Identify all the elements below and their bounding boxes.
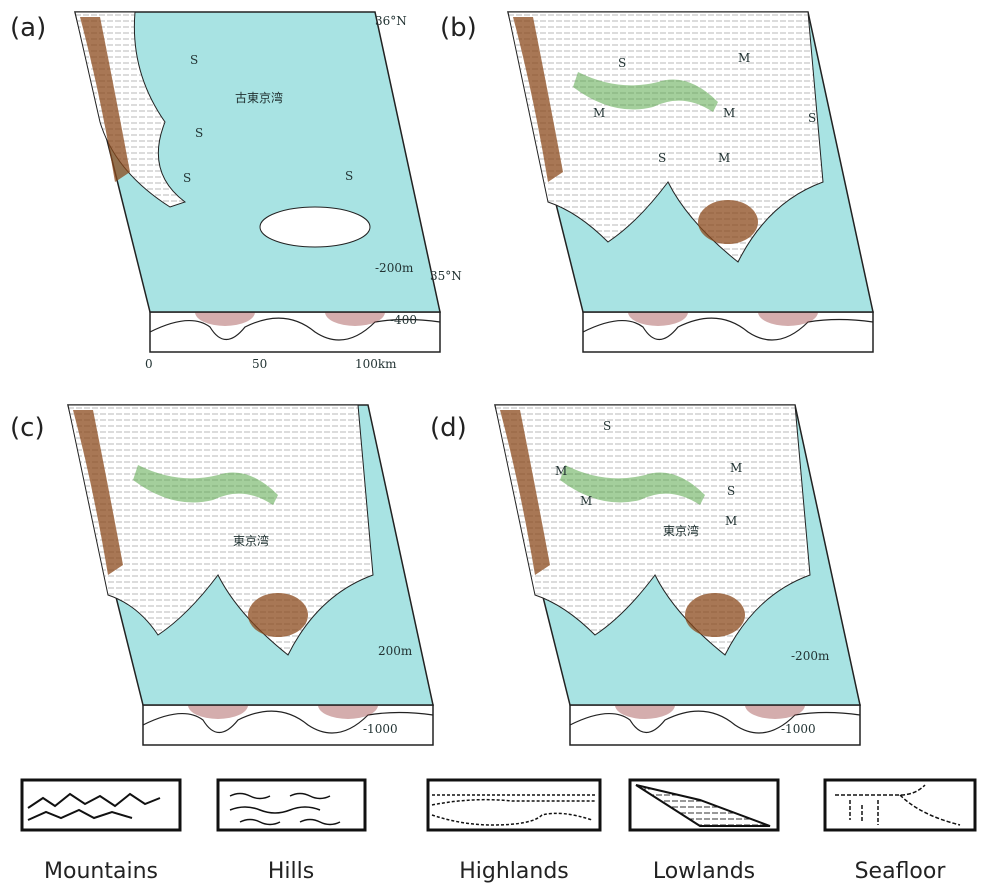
legend-label: Lowlands [653,859,755,884]
island [260,207,370,247]
map-annotation: 東京湾 [663,523,699,538]
map-annotation: -200m [791,649,830,663]
map-annotation: S [658,151,666,165]
map-annotation: M [580,494,592,508]
map-annotation: -1000 [363,722,398,736]
panel-label: (b) [440,13,477,43]
map-annotation: 36°N [375,14,407,28]
map-annotation: S [345,169,353,183]
block-diagram: 東京湾 200m -1000 [68,405,433,745]
map-annotation: 古東京湾 [235,90,283,105]
map-annotation: S [808,111,816,125]
panel-label: (d) [430,413,467,443]
block-side [570,705,860,745]
scale-label: 100km [355,357,397,371]
scale-label: 50 [252,357,267,371]
block-diagram: 36°N S 古東京湾 S S S -200m 35°N -400 0 50 100km [75,12,462,371]
mountains [685,593,745,637]
legend-boxes [22,780,975,830]
legend-label: Hills [268,859,314,884]
map-annotation: M [738,51,750,65]
map-annotation: M [725,514,737,528]
map-annotation: S [603,419,611,433]
map-annotation: 200m [378,644,413,658]
map-annotation: S [183,171,191,185]
scale-label: 0 [145,357,153,371]
mountains [248,593,308,637]
legend-label: Mountains [44,859,158,884]
panel-label: (a) [10,13,46,43]
map-annotation: -400 [390,313,417,327]
map-annotation: -200m [375,261,414,275]
mountains [698,200,758,244]
map-annotation: S [195,126,203,140]
map-annotation: S [190,53,198,67]
map-annotation: -1000 [781,722,816,736]
legend-label: Seafloor [855,859,947,884]
map-annotation: M [723,106,735,120]
block-side [583,312,873,352]
figure: 36°NS古東京湾SSS-200m35°N-400050100km(a)SMMM… [0,0,987,891]
map-annotation: M [730,461,742,475]
map-annotation: 東京湾 [233,533,269,548]
map-annotation: S [618,56,626,70]
map-annotation: M [555,464,567,478]
map-annotation: M [718,151,730,165]
block-diagram: S M M M S S M [508,12,873,352]
panel-label: (c) [10,413,45,443]
map-annotation: M [593,106,605,120]
legend-label: Highlands [459,859,569,884]
map-annotation: S [727,484,735,498]
map-annotation: 35°N [430,269,462,283]
